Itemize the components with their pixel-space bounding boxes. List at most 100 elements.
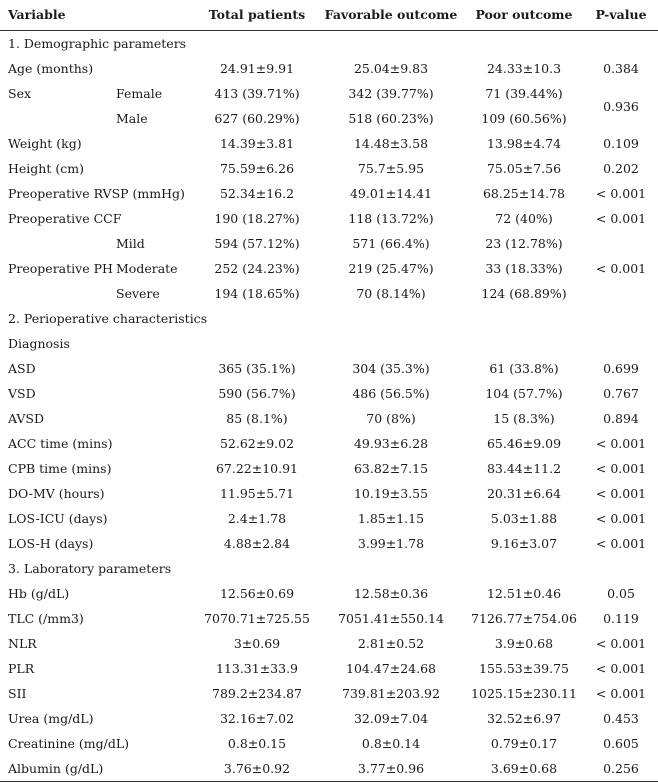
cell-favorable: 49.01±14.41: [349, 186, 433, 201]
table-row: ASD 365 (35.1%) 304 (35.3%) 61 (33.8%) 0…: [0, 356, 658, 381]
cell-total: 3.76±0.92: [196, 756, 318, 782]
cell-favorable: 1.85±1.15: [357, 511, 425, 526]
cell-p-value: 0.767: [603, 386, 639, 401]
cell-p-value: < 0.001: [595, 536, 647, 551]
table-row: Weight (kg) 14.39±3.81 14.48±3.58 13.98±…: [0, 131, 658, 156]
cell-p-value: 0.256: [584, 756, 658, 782]
cell-total: 11.95±5.71: [219, 486, 295, 501]
row-label: LOS-H (days): [8, 536, 94, 551]
cell-p-value: 0.119: [603, 611, 639, 626]
cell-favorable: 486 (56.5%): [352, 386, 430, 401]
cell-poor: 3.69±0.68: [464, 756, 584, 782]
cell-poor: 68.25±14.78: [482, 186, 566, 201]
cell-total: 413 (39.71%): [214, 86, 300, 101]
cell-total: 7070.71±725.55: [204, 611, 310, 626]
row-label: CPB time (mins): [8, 461, 112, 476]
row-label: Sex: [8, 86, 32, 101]
table-row: Preoperative CCF 190 (18.27%) 118 (13.72…: [0, 206, 658, 231]
cell-favorable: 12.58±0.36: [353, 586, 429, 601]
cell-favorable: 518 (60.23%): [348, 111, 434, 126]
row-label: Preoperative RVSP (mmHg): [8, 186, 185, 201]
cell-total: 67.22±10.91: [215, 461, 299, 476]
header-variable: Variable: [8, 7, 66, 22]
cell-total: 627 (60.29%): [214, 111, 300, 126]
cell-poor: 1025.15±230.11: [471, 686, 577, 701]
section-header-laboratory: 3. Laboratory parameters: [0, 556, 658, 581]
cell-poor: 83.44±11.2: [486, 461, 562, 476]
cell-poor: 124 (68.89%): [481, 286, 567, 301]
header-total-patients: Total patients: [208, 7, 306, 22]
cell-favorable: 571 (66.4%): [352, 236, 430, 251]
cell-favorable: 342 (39.77%): [348, 86, 434, 101]
table-row: Diagnosis: [0, 331, 658, 356]
cell-favorable: 118 (13.72%): [348, 211, 434, 226]
cell-total: 3±0.69: [233, 636, 281, 651]
row-label: Albumin (g/dL): [0, 756, 196, 782]
table-row: Height (cm) 75.59±6.26 75.7±5.95 75.05±7…: [0, 156, 658, 181]
row-label: Preoperative PH: [8, 261, 113, 276]
cell-p-value: 0.202: [603, 161, 639, 176]
cell-poor: 61 (33.8%): [489, 361, 559, 376]
cell-poor: 72 (40%): [495, 211, 553, 226]
table-row: Age (months) 24.91±9.91 25.04±9.83 24.33…: [0, 56, 658, 81]
row-label: PLR: [8, 661, 35, 676]
cell-favorable: 70 (8%): [366, 411, 416, 426]
table-row: Preoperative RVSP (mmHg) 52.34±16.2 49.0…: [0, 181, 658, 206]
table-row: SII 789.2±234.87 739.81±203.92 1025.15±2…: [0, 681, 658, 706]
cell-poor: 75.05±7.56: [486, 161, 562, 176]
cell-poor: 109 (60.56%): [481, 111, 567, 126]
table-row: CPB time (mins) 67.22±10.91 63.82±7.15 8…: [0, 456, 658, 481]
cell-total: 2.4±1.78: [227, 511, 287, 526]
cell-favorable: 10.19±3.55: [353, 486, 429, 501]
row-label: Diagnosis: [8, 336, 70, 351]
cell-total: 75.59±6.26: [219, 161, 295, 176]
cell-total: 194 (18.65%): [214, 286, 300, 301]
cell-total: 113.31±33.9: [215, 661, 299, 676]
table-row: Preoperative PH Moderate 252 (24.23%) 21…: [0, 256, 658, 281]
cell-poor: 155.53±39.75: [479, 661, 569, 676]
cell-poor: 12.51±0.46: [486, 586, 562, 601]
cell-p-value: < 0.001: [595, 436, 647, 451]
cell-favorable: 63.82±7.15: [353, 461, 429, 476]
row-label: VSD: [8, 386, 36, 401]
cell-favorable: 70 (8.14%): [356, 286, 426, 301]
row-sublabel: Severe: [116, 286, 160, 301]
cell-total: 190 (18.27%): [214, 211, 300, 226]
cell-p-value: 0.05: [607, 586, 635, 601]
cell-poor: 104 (57.7%): [485, 386, 563, 401]
table-row: VSD 590 (56.7%) 486 (56.5%) 104 (57.7%) …: [0, 381, 658, 406]
cell-poor: 24.33±10.3: [486, 61, 562, 76]
row-label: DO-MV (hours): [8, 486, 105, 501]
cell-favorable: 219 (25.47%): [348, 261, 434, 276]
row-sublabel: Moderate: [116, 261, 178, 276]
cell-favorable: 2.81±0.52: [357, 636, 425, 651]
cell-total: 52.62±9.02: [219, 436, 295, 451]
table-row: Urea (mg/dL) 32.16±7.02 32.09±7.04 32.52…: [0, 706, 658, 731]
cell-poor: 20.31±6.64: [486, 486, 562, 501]
cell-favorable: 14.48±3.58: [353, 136, 429, 151]
cell-favorable: 104.47±24.68: [346, 661, 436, 676]
cell-p-value: < 0.001: [595, 486, 647, 501]
cell-total: 590 (56.7%): [218, 386, 296, 401]
section-title: 1. Demographic parameters: [8, 36, 187, 51]
header-p-value: P-value: [595, 7, 647, 22]
table-row: Mild 594 (57.12%) 571 (66.4%) 23 (12.78%…: [0, 231, 658, 256]
cell-total: 365 (35.1%): [218, 361, 296, 376]
section-title: 3. Laboratory parameters: [8, 561, 172, 576]
cell-favorable: 304 (35.3%): [352, 361, 430, 376]
cell-poor: 13.98±4.74: [486, 136, 562, 151]
cell-favorable: 7051.41±550.14: [338, 611, 444, 626]
cell-p-value: < 0.001: [595, 661, 647, 676]
row-label: ACC time (mins): [8, 436, 113, 451]
cell-poor: 0.79±0.17: [490, 736, 558, 751]
cell-favorable: 25.04±9.83: [353, 61, 429, 76]
cell-p-value: 0.605: [603, 736, 639, 751]
cell-p-value: 0.936: [603, 98, 639, 114]
row-label: SII: [8, 686, 27, 701]
table-row: ACC time (mins) 52.62±9.02 49.93±6.28 65…: [0, 431, 658, 456]
cell-poor: 33 (18.33%): [485, 261, 563, 276]
cell-p-value: < 0.001: [595, 686, 647, 701]
cell-p-value: < 0.001: [595, 261, 647, 276]
cell-total: 24.91±9.91: [219, 61, 295, 76]
